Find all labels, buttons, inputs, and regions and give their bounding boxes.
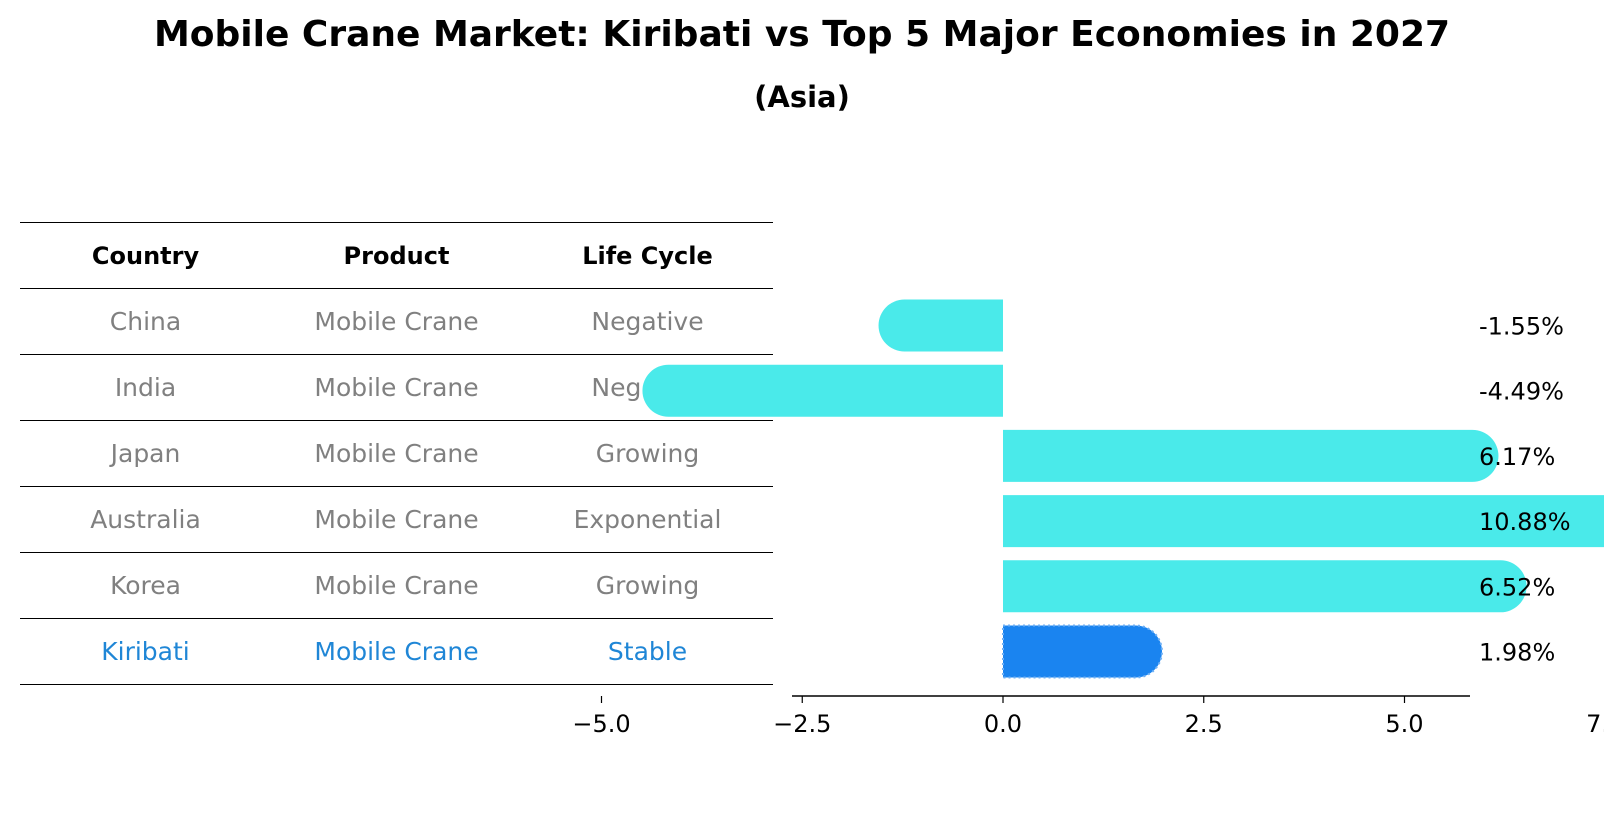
- table-row: Korea Mobile Crane Growing: [20, 552, 773, 618]
- x-tick-label: 0.0: [984, 710, 1022, 738]
- bar: [1003, 560, 1527, 613]
- life-cycle-cell: Growing: [595, 571, 700, 600]
- data-label: 6.17%: [1479, 443, 1555, 471]
- country-cell: Australia: [90, 505, 201, 534]
- chart-title: Mobile Crane Market: Kiribati vs Top 5 M…: [153, 14, 1451, 55]
- bar: [1003, 429, 1499, 482]
- country-cell: Korea: [110, 571, 181, 600]
- life-cycle-cell: Exponential: [573, 505, 722, 534]
- header-country: Country: [91, 241, 200, 270]
- life-cycle-cell: Stable: [607, 637, 688, 666]
- country-cell: Kiribati: [101, 637, 190, 666]
- life-cycle-cell: Growing: [595, 439, 700, 468]
- country-cell: India: [114, 373, 177, 402]
- x-tick-label: 5.0: [1385, 710, 1423, 738]
- data-label: 10.88%: [1479, 508, 1571, 536]
- data-label: -1.55%: [1479, 313, 1564, 341]
- table-row-highlight: Kiribati Mobile Crane Stable: [20, 618, 773, 685]
- header-product: Product: [343, 241, 450, 270]
- data-label: 6.52%: [1479, 573, 1555, 601]
- bar: [1003, 495, 1604, 548]
- product-cell: Mobile Crane: [314, 373, 479, 402]
- life-cycle-cell: Negative: [591, 307, 704, 336]
- bar-highlight: [1002, 624, 1163, 679]
- header-life-cycle: Life Cycle: [582, 241, 713, 270]
- table-row: Japan Mobile Crane Growing: [20, 420, 773, 486]
- data-label: 1.98%: [1479, 639, 1555, 667]
- country-cell: China: [109, 307, 182, 336]
- table-row: Australia Mobile Crane Exponential: [20, 486, 773, 552]
- product-cell: Mobile Crane: [314, 439, 479, 468]
- market-table: Country Product Life Cycle China Mobile …: [20, 222, 773, 685]
- table-row: China Mobile Crane Negative: [20, 288, 773, 354]
- data-label: -4.49%: [1479, 378, 1564, 406]
- x-tick-label: 2.5: [1185, 710, 1223, 738]
- product-cell: Mobile Crane: [314, 571, 479, 600]
- country-cell: Japan: [110, 439, 181, 468]
- x-tick-label: −2.5: [773, 710, 831, 738]
- x-tick-label: −5.0: [572, 710, 630, 738]
- product-cell: Mobile Crane: [314, 505, 479, 534]
- bar: [878, 299, 1003, 352]
- bar: [642, 364, 1003, 417]
- x-tick-label: 7.5: [1586, 710, 1604, 738]
- product-cell: Mobile Crane: [314, 307, 479, 336]
- chart-subtitle: (Asia): [754, 80, 850, 114]
- table-header-row: Country Product Life Cycle: [20, 222, 773, 288]
- product-cell: Mobile Crane: [314, 637, 479, 666]
